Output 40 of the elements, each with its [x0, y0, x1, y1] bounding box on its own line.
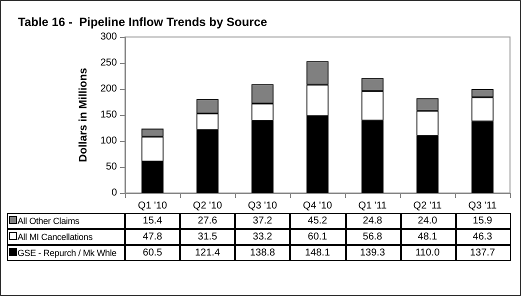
data-label: 37.2	[252, 216, 273, 226]
data-label: 60.5	[142, 248, 163, 258]
data-label: 148.1	[304, 248, 330, 258]
x-tick-label: Q3 '10	[248, 200, 278, 212]
y-tick-label: 200	[100, 84, 118, 94]
y-tick-label: 300	[100, 32, 118, 42]
y-tick-label: 150	[100, 110, 118, 120]
y-tick-label: 50	[106, 162, 118, 172]
data-label: 60.1	[308, 232, 328, 242]
data-label: 27.6	[198, 216, 218, 226]
data-label: 121.4	[194, 248, 220, 258]
data-label: 45.2	[308, 216, 328, 226]
legend-label: All MI Cancellations	[18, 232, 93, 242]
data-label: 31.5	[198, 232, 218, 242]
x-tick-label: Q1 '11	[358, 200, 388, 212]
y-axis-title: Dollars in Millions	[78, 68, 90, 162]
x-tick-label: Q2 '11	[413, 200, 442, 212]
legend-label: All Other Claims	[18, 216, 80, 226]
x-tick-label: Q2 '10	[192, 200, 223, 212]
data-label: 46.3	[472, 232, 493, 242]
data-label: 137.7	[470, 248, 496, 258]
data-label: 48.1	[418, 232, 438, 242]
y-tick-label: 250	[100, 58, 118, 68]
data-label: 110.0	[415, 248, 440, 258]
data-label: 15.4	[142, 216, 163, 226]
x-tick-label: Q3 '11	[468, 200, 498, 212]
legend-label: GSE - Repurch / Mk Whle	[18, 248, 116, 258]
data-label: 139.3	[360, 248, 386, 258]
data-label: 56.8	[362, 232, 383, 242]
data-label: 138.8	[250, 248, 276, 258]
chart-title: Table 16 - Pipeline Inflow Trends by Source	[18, 15, 268, 29]
x-tick-label: Q4 '10	[302, 200, 333, 212]
data-label: 15.9	[472, 216, 493, 226]
data-label: 33.2	[252, 232, 273, 242]
data-label: 47.8	[142, 232, 163, 242]
y-tick-label: 0	[111, 188, 118, 198]
y-tick-label: 100	[100, 136, 118, 146]
x-tick-label: Q1 '10	[138, 200, 168, 212]
data-label: 24.0	[418, 216, 438, 226]
data-label: 24.8	[362, 216, 383, 226]
